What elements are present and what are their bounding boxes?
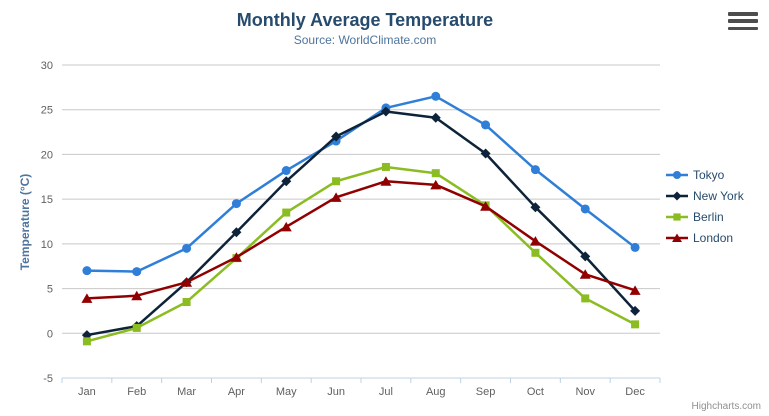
data-point-marker[interactable]: [579, 269, 591, 279]
data-point-marker[interactable]: [280, 221, 292, 232]
chart-title: Monthly Average Temperature: [236, 10, 494, 30]
data-point-marker[interactable]: [630, 305, 641, 316]
data-point-marker[interactable]: [381, 162, 390, 171]
x-tick-label: Oct: [527, 386, 544, 398]
legend-item-berlin[interactable]: Berlin: [666, 210, 744, 224]
legend-item-london[interactable]: London: [666, 231, 744, 245]
data-point-marker[interactable]: [481, 120, 491, 130]
data-point-marker[interactable]: [480, 148, 491, 159]
hamburger-icon: [728, 26, 758, 30]
legend-item-tokyo[interactable]: Tokyo: [666, 168, 744, 182]
data-point-marker[interactable]: [530, 202, 541, 213]
chart-subtitle: Source: WorldClimate.com: [293, 33, 437, 47]
data-point-marker[interactable]: [281, 166, 291, 176]
data-point-marker[interactable]: [231, 199, 241, 209]
data-point-marker[interactable]: [332, 177, 341, 186]
data-point-marker[interactable]: [430, 179, 442, 190]
data-point-marker[interactable]: [182, 243, 192, 253]
data-point-marker[interactable]: [672, 170, 682, 180]
data-point-marker[interactable]: [281, 176, 292, 187]
data-point-marker[interactable]: [81, 293, 93, 303]
data-point-marker[interactable]: [282, 208, 291, 217]
data-point-marker[interactable]: [380, 106, 391, 117]
series-line-berlin[interactable]: [86, 165, 636, 343]
data-point-marker[interactable]: [530, 165, 540, 175]
data-point-marker[interactable]: [82, 266, 92, 276]
y-tick-label: -5: [43, 373, 53, 385]
data-point-marker[interactable]: [380, 176, 392, 186]
series-line-london[interactable]: [86, 180, 636, 300]
credits-link[interactable]: Highcharts.com: [691, 401, 761, 412]
y-tick-label: 20: [41, 149, 53, 161]
legend: Tokyo New York Berlin London: [666, 168, 744, 252]
context-menu-button[interactable]: [728, 12, 758, 30]
data-point-marker[interactable]: [131, 290, 143, 301]
x-tick-label: Aug: [426, 386, 446, 398]
square-marker-icon: [666, 213, 688, 221]
y-tick-label: 30: [41, 60, 53, 72]
data-point-marker[interactable]: [182, 297, 191, 306]
x-tick-label: May: [276, 386, 297, 398]
data-point-marker[interactable]: [431, 91, 441, 101]
x-tick-label: Jan: [78, 386, 96, 398]
series-new-york[interactable]: [81, 106, 641, 341]
data-point-marker[interactable]: [480, 201, 492, 211]
series-london[interactable]: [81, 176, 641, 303]
data-point-marker[interactable]: [230, 252, 242, 262]
legend-label-berlin: Berlin: [693, 210, 724, 224]
data-point-marker[interactable]: [82, 337, 91, 346]
legend-item-new-york[interactable]: New York: [666, 189, 744, 203]
data-point-marker[interactable]: [531, 248, 540, 257]
hamburger-icon: [728, 19, 758, 23]
triangle-marker-icon: [666, 233, 688, 243]
y-tick-label: 25: [41, 105, 53, 117]
y-tick-label: 5: [47, 284, 53, 296]
diamond-marker-icon: [666, 191, 688, 201]
data-point-marker[interactable]: [631, 320, 640, 329]
data-point-marker[interactable]: [581, 294, 590, 303]
x-tick-label: Nov: [575, 386, 595, 398]
data-point-marker[interactable]: [580, 204, 590, 214]
data-point-marker[interactable]: [630, 242, 640, 252]
y-axis-title: Temperature (°C): [18, 173, 32, 271]
y-tick-label: 0: [47, 328, 53, 340]
x-tick-label: Mar: [177, 386, 196, 398]
x-tick-label: Feb: [127, 386, 146, 398]
hamburger-icon: [728, 12, 758, 16]
data-point-marker[interactable]: [231, 227, 242, 238]
legend-label-tokyo: Tokyo: [693, 168, 725, 182]
x-tick-label: Jun: [327, 386, 345, 398]
legend-label-london: London: [693, 231, 734, 245]
series-tokyo[interactable]: [82, 91, 640, 277]
data-point-marker[interactable]: [629, 285, 641, 295]
x-tick-label: Dec: [625, 386, 645, 398]
data-point-marker[interactable]: [430, 112, 441, 123]
series-line-new-york[interactable]: [86, 110, 637, 337]
data-point-marker[interactable]: [672, 233, 682, 243]
data-point-marker[interactable]: [673, 213, 681, 221]
data-point-marker[interactable]: [672, 191, 682, 201]
y-tick-label: 10: [41, 239, 53, 251]
data-point-marker[interactable]: [330, 192, 342, 202]
x-tick-label: Apr: [228, 386, 245, 398]
circle-marker-icon: [666, 170, 688, 180]
x-tick-label: Jul: [379, 386, 393, 398]
data-point-marker[interactable]: [181, 277, 193, 287]
data-point-marker[interactable]: [331, 131, 342, 142]
series-line-tokyo[interactable]: [86, 95, 636, 273]
data-point-marker[interactable]: [132, 267, 142, 277]
data-point-marker[interactable]: [132, 323, 141, 332]
data-point-marker[interactable]: [529, 236, 541, 246]
legend-label-new-york: New York: [693, 189, 744, 203]
data-point-marker[interactable]: [580, 251, 591, 262]
x-tick-label: Sep: [476, 386, 496, 398]
data-point-marker[interactable]: [431, 169, 440, 178]
y-tick-label: 15: [41, 194, 53, 206]
